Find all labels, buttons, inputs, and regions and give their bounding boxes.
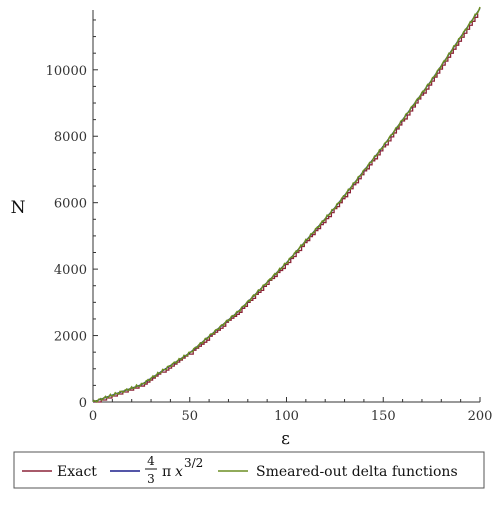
y-axis-label: N xyxy=(11,198,26,218)
axes xyxy=(92,10,480,403)
y-tick-label: 6000 xyxy=(54,197,87,212)
formula-numerator: 4 xyxy=(147,454,155,468)
formula-pi: π xyxy=(162,464,171,480)
y-tick-label: 4000 xyxy=(54,263,87,278)
legend-box xyxy=(13,451,485,489)
formula-exponent: 3/2 xyxy=(184,456,203,470)
formula-denominator: 3 xyxy=(147,472,155,486)
legend: Exact 4 3 π x 3/2 Smeared-out delta func… xyxy=(13,451,485,489)
y-ticks: 0 2000 4000 6000 8000 10000 xyxy=(46,19,98,411)
y-tick-label: 8000 xyxy=(54,130,87,145)
x-axis-label: ε xyxy=(281,429,290,449)
y-tick-label: 0 xyxy=(79,396,87,411)
formula-var: x xyxy=(175,464,183,480)
series-formula-line xyxy=(92,7,481,403)
x-tick-label: 200 xyxy=(468,409,493,424)
legend-label-smeared: Smeared-out delta functions xyxy=(256,464,458,480)
x-tick-label: 150 xyxy=(371,409,396,424)
series-group xyxy=(92,6,481,404)
x-ticks: 0 50 100 150 200 xyxy=(89,397,493,424)
legend-label-exact: Exact xyxy=(57,464,97,480)
series-exact-line xyxy=(93,13,479,403)
x-tick-label: 50 xyxy=(181,409,198,424)
x-tick-label: 0 xyxy=(89,409,97,424)
x-tick-label: 100 xyxy=(274,409,299,424)
legend-label-formula: 4 3 π x 3/2 xyxy=(145,454,203,486)
series-smeared-line xyxy=(92,6,481,404)
y-tick-label: 10000 xyxy=(46,64,87,79)
y-tick-label: 2000 xyxy=(54,330,87,345)
